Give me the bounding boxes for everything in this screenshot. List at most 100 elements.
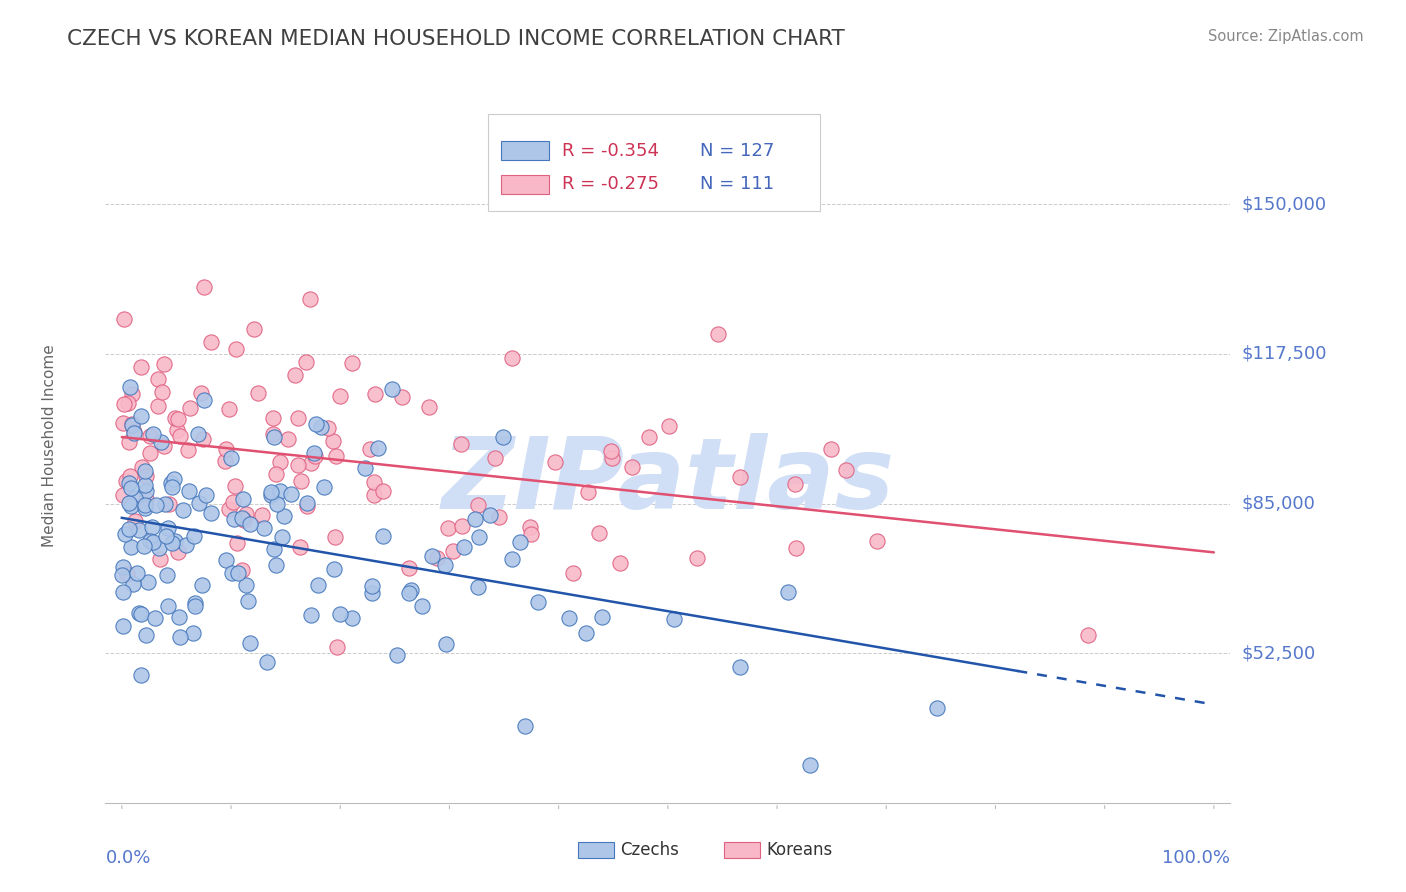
Point xyxy=(187,427,209,442)
Point xyxy=(266,498,288,512)
Point xyxy=(134,539,156,553)
Point xyxy=(129,668,152,682)
Point xyxy=(305,417,328,432)
Point xyxy=(260,488,283,502)
Point xyxy=(135,628,157,642)
Point xyxy=(363,475,385,490)
Point xyxy=(290,474,312,488)
Point xyxy=(420,549,443,563)
Point xyxy=(925,700,948,714)
Point xyxy=(111,559,134,574)
Point xyxy=(219,451,242,466)
Point xyxy=(183,529,205,543)
Point xyxy=(157,599,180,614)
Point xyxy=(129,409,152,423)
Point xyxy=(134,477,156,491)
Point xyxy=(302,446,325,460)
Point xyxy=(120,500,142,514)
Point xyxy=(191,578,214,592)
FancyBboxPatch shape xyxy=(488,114,820,211)
Point xyxy=(142,534,165,549)
Point xyxy=(658,419,681,434)
Point xyxy=(193,392,215,407)
Point xyxy=(124,425,146,440)
Point xyxy=(118,522,141,536)
Point xyxy=(273,508,295,523)
Point xyxy=(231,563,253,577)
Point xyxy=(235,578,257,592)
Point xyxy=(707,326,730,341)
Point xyxy=(138,574,160,589)
Point xyxy=(260,485,283,500)
Point xyxy=(576,485,599,500)
Point xyxy=(235,508,257,522)
Point xyxy=(778,584,800,599)
Point xyxy=(160,535,183,549)
FancyBboxPatch shape xyxy=(502,141,548,161)
Point xyxy=(309,419,332,434)
Point xyxy=(398,560,420,574)
Point xyxy=(318,420,340,434)
Point xyxy=(122,577,145,591)
Point xyxy=(141,520,163,534)
Point xyxy=(135,469,157,483)
Point xyxy=(181,626,204,640)
Text: Median Household Income: Median Household Income xyxy=(42,344,56,548)
Point xyxy=(121,417,143,432)
Point xyxy=(398,586,420,600)
Point xyxy=(340,356,363,370)
Text: N = 127: N = 127 xyxy=(700,142,775,160)
Point xyxy=(193,280,215,294)
Point xyxy=(799,758,821,772)
Point xyxy=(238,594,260,608)
Point xyxy=(262,426,284,441)
Point xyxy=(225,342,247,356)
Point xyxy=(364,387,387,401)
Point xyxy=(307,578,329,592)
Point xyxy=(174,538,197,552)
Point xyxy=(146,372,169,386)
Point xyxy=(169,429,191,443)
Point xyxy=(353,461,375,475)
Point xyxy=(453,541,475,555)
Point xyxy=(297,496,319,510)
Point xyxy=(128,606,150,620)
Point xyxy=(488,509,510,524)
Point xyxy=(484,451,506,466)
Point xyxy=(418,400,440,414)
Point xyxy=(169,630,191,644)
Point xyxy=(464,512,486,526)
Point xyxy=(664,612,686,626)
Point xyxy=(381,383,404,397)
Point xyxy=(312,480,335,494)
Point xyxy=(139,445,162,459)
Text: Czechs: Czechs xyxy=(620,841,679,859)
Point xyxy=(262,411,284,425)
Point xyxy=(124,514,146,528)
Point xyxy=(232,513,254,527)
Text: 0.0%: 0.0% xyxy=(105,849,150,867)
Point xyxy=(467,580,489,594)
Point xyxy=(239,636,262,650)
Point xyxy=(562,566,585,581)
Point xyxy=(501,351,523,366)
Point xyxy=(361,586,384,600)
Point xyxy=(114,527,136,541)
Point xyxy=(121,417,143,431)
Text: R = -0.275: R = -0.275 xyxy=(562,176,659,194)
Point xyxy=(156,568,179,582)
Point xyxy=(468,530,491,544)
Point xyxy=(131,360,153,375)
Point xyxy=(165,411,187,425)
Point xyxy=(231,511,253,525)
Point xyxy=(280,487,302,501)
Point xyxy=(179,401,201,416)
Point xyxy=(299,456,322,470)
Point xyxy=(121,386,143,401)
Point xyxy=(371,529,394,543)
Point xyxy=(591,609,613,624)
Point xyxy=(436,637,458,651)
Point xyxy=(264,467,287,482)
Point xyxy=(385,648,408,663)
Point xyxy=(686,551,709,566)
